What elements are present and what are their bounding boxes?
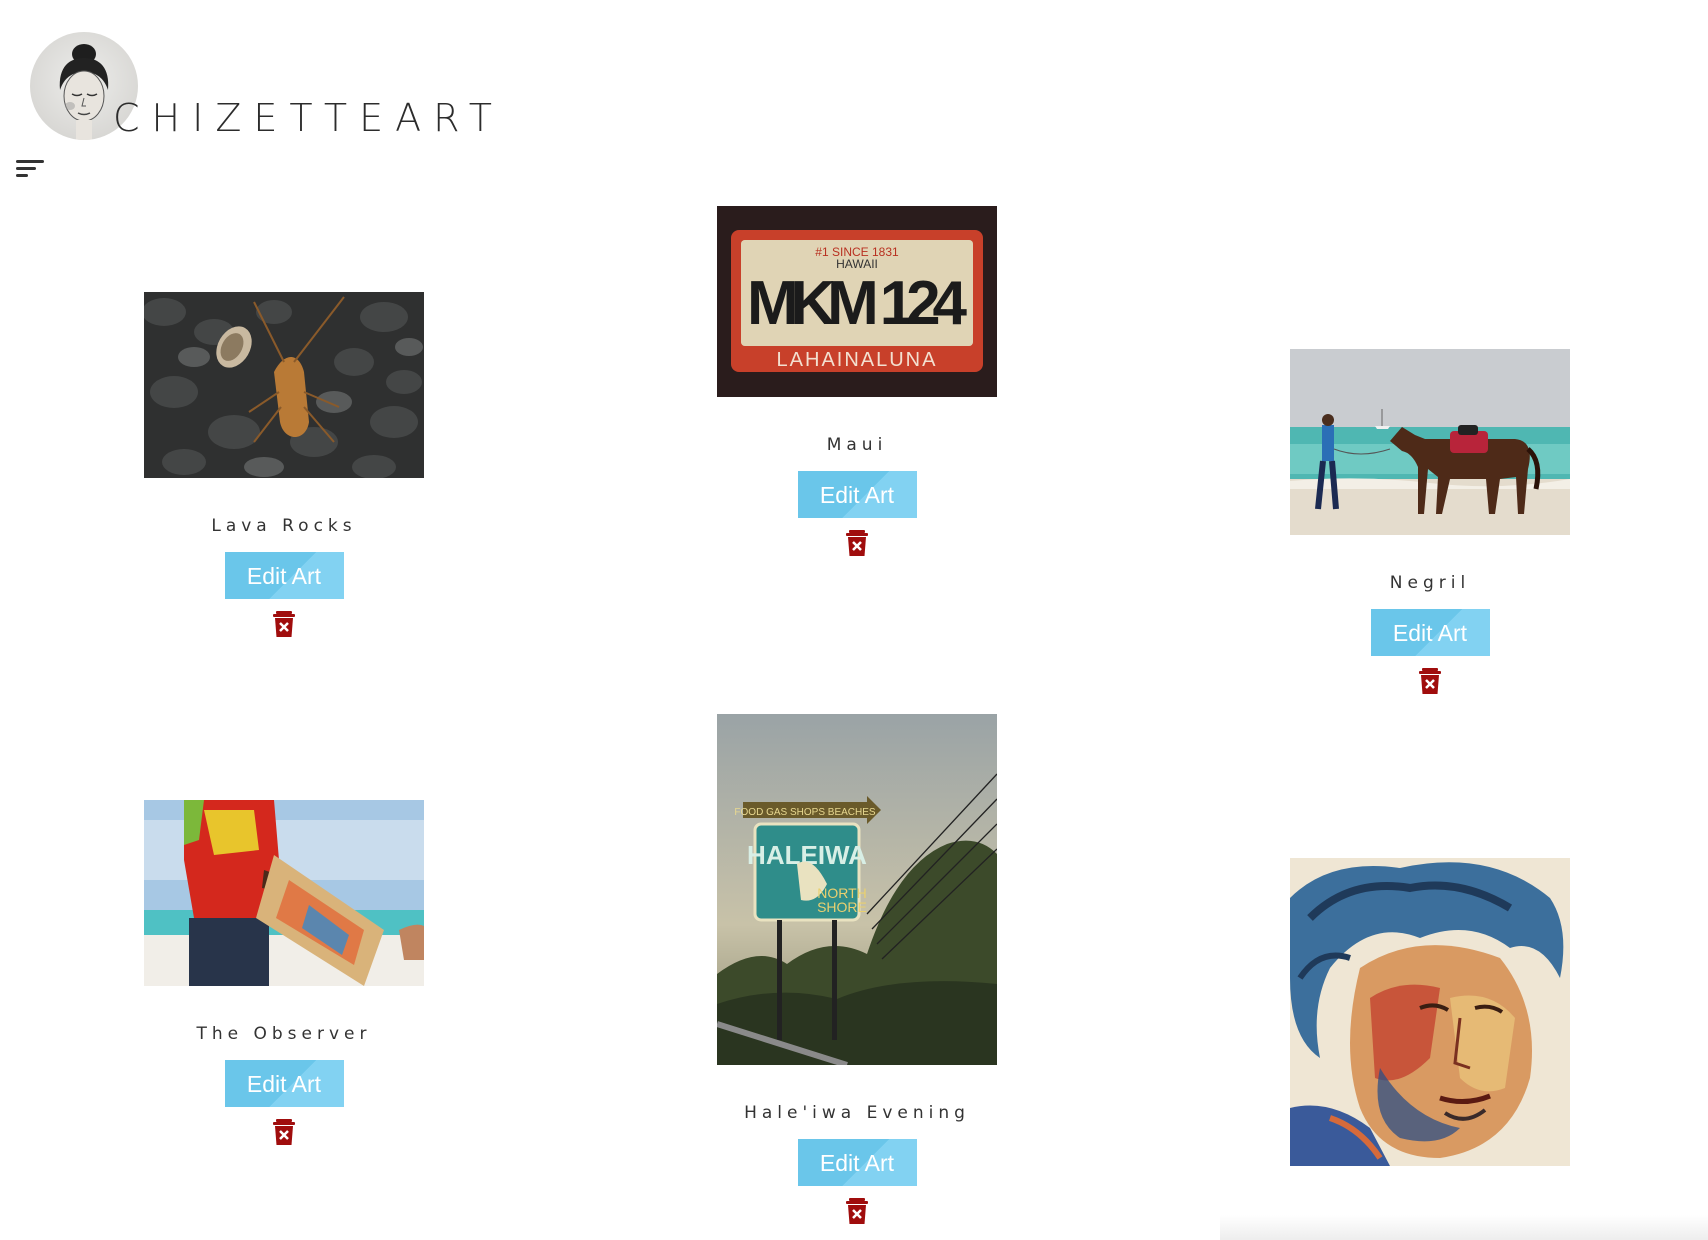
art-image[interactable] [1290, 349, 1570, 535]
art-card: FOOD GAS SHOPS BEACHES HALEIWA NORTH SHO… [717, 714, 997, 1224]
art-title: Maui [826, 435, 888, 455]
art-image[interactable]: FOOD GAS SHOPS BEACHES HALEIWA NORTH SHO… [717, 714, 997, 1065]
art-title: Lava Rocks [211, 516, 357, 536]
edit-art-button[interactable]: Edit Art [224, 552, 344, 599]
logo-avatar[interactable] [30, 32, 138, 140]
art-image[interactable] [144, 800, 424, 986]
menu-button[interactable] [14, 156, 46, 182]
edit-art-button[interactable]: Edit Art [797, 471, 917, 518]
svg-text:SHORE: SHORE [817, 899, 867, 915]
svg-text:MKM 124: MKM 124 [747, 269, 968, 338]
brand-logo-text[interactable]: CHIZETTEART [113, 96, 504, 140]
art-title: Negril [1389, 573, 1471, 593]
bottom-shadow [1220, 1215, 1708, 1240]
art-card: Negril Edit Art [1290, 349, 1570, 694]
trash-delete-icon[interactable] [846, 530, 868, 556]
svg-text:LAHAINALUNA: LAHAINALUNA [777, 349, 938, 371]
svg-text:FOOD GAS SHOPS BEACHES: FOOD GAS SHOPS BEACHES [734, 807, 875, 818]
svg-text:NORTH: NORTH [817, 885, 867, 901]
art-image[interactable] [1290, 858, 1570, 1166]
art-title: Hale'iwa Evening [744, 1103, 970, 1123]
svg-text:HAWAII: HAWAII [836, 257, 878, 271]
edit-art-button[interactable]: Edit Art [1370, 609, 1490, 656]
trash-delete-icon[interactable] [846, 1198, 868, 1224]
art-card [1290, 858, 1570, 1166]
art-card: The Observer Edit Art [144, 800, 424, 1145]
art-title: The Observer [196, 1024, 372, 1044]
edit-art-button[interactable]: Edit Art [797, 1139, 917, 1186]
svg-text:#1 SINCE 1831: #1 SINCE 1831 [815, 245, 899, 259]
art-card: #1 SINCE 1831 HAWAII MKM 124 LAHAINALUNA… [717, 206, 997, 556]
trash-delete-icon[interactable] [1419, 668, 1441, 694]
trash-delete-icon[interactable] [273, 611, 295, 637]
hamburger-menu-icon [16, 160, 44, 163]
art-image[interactable] [144, 292, 424, 478]
portrait-logo-icon [59, 44, 109, 140]
art-image[interactable]: #1 SINCE 1831 HAWAII MKM 124 LAHAINALUNA [717, 206, 997, 397]
trash-delete-icon[interactable] [273, 1119, 295, 1145]
edit-art-button[interactable]: Edit Art [224, 1060, 344, 1107]
art-card: Lava Rocks Edit Art [144, 292, 424, 637]
